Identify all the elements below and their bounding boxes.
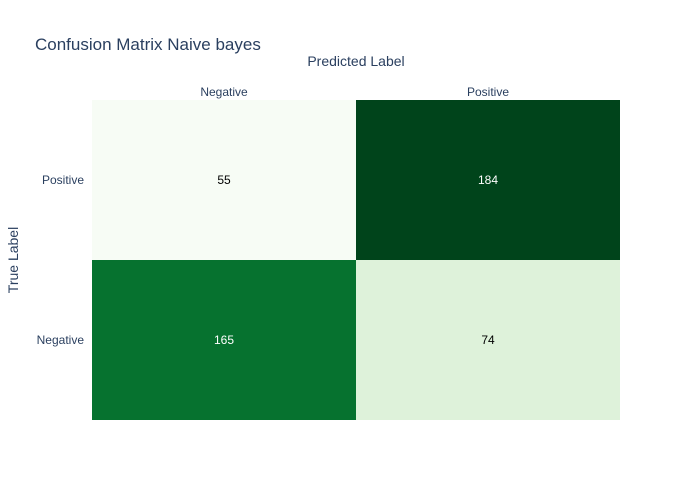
y-axis-ticks: Positive Negative [37, 173, 85, 347]
y-tick-label-negative: Negative [37, 333, 85, 347]
x-tick-label-positive: Positive [467, 85, 509, 99]
y-tick-label-positive: Positive [42, 173, 84, 187]
cell-true-negative-pred-positive [356, 260, 620, 420]
chart-title: Confusion Matrix Naive bayes [35, 35, 261, 54]
cell-true-positive-pred-positive [356, 100, 620, 260]
y-axis-title: True Label [5, 227, 21, 293]
x-axis-ticks: Negative Positive [200, 85, 509, 99]
cell-value-true-positive-pred-negative: 55 [217, 173, 231, 187]
cell-value-true-positive-pred-positive: 184 [478, 173, 498, 187]
cell-value-true-negative-pred-negative: 165 [214, 333, 234, 347]
cell-value-labels: 55 184 165 74 [214, 173, 498, 347]
cell-true-positive-pred-negative [92, 100, 356, 260]
cell-value-true-negative-pred-positive: 74 [481, 333, 495, 347]
x-axis-title: Predicted Label [307, 53, 404, 69]
heatmap-cells [92, 100, 620, 420]
x-tick-label-negative: Negative [200, 85, 248, 99]
cell-true-negative-pred-negative [92, 260, 356, 420]
